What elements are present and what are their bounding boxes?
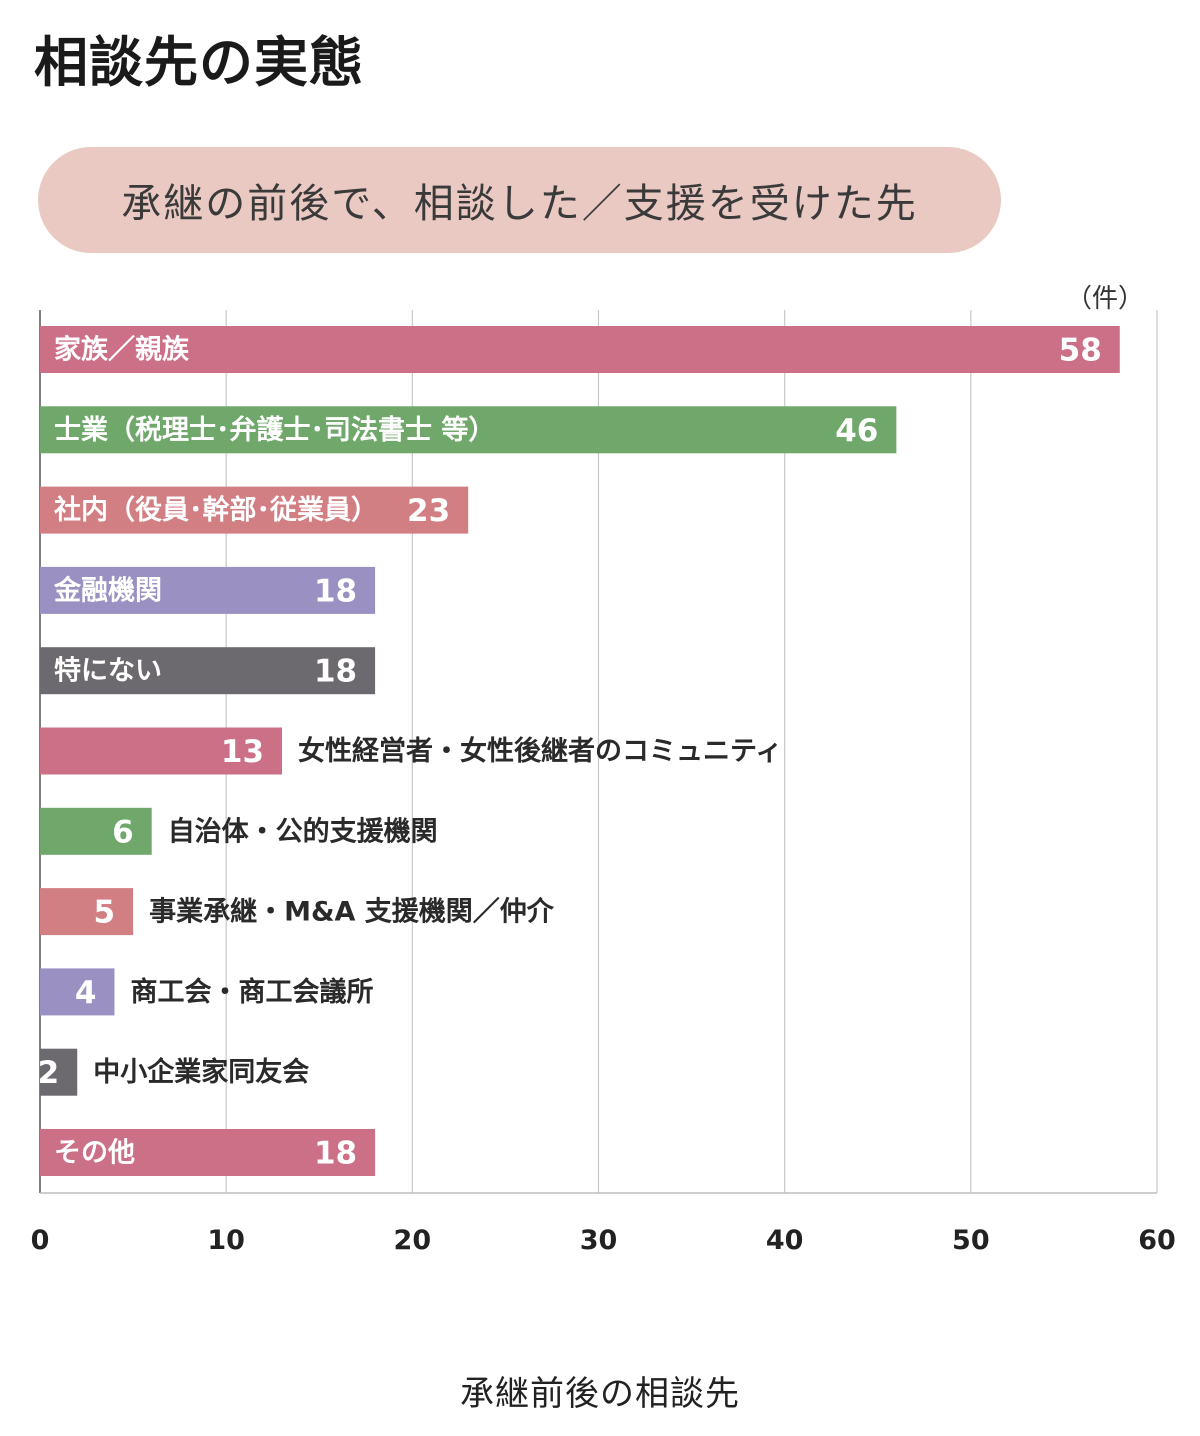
bar [40,968,115,1016]
bar-value-label: 18 [314,1136,357,1172]
bar-category-label: 中小企業家同友会 [93,1056,309,1088]
x-axis-title: 承継前後の相談先 [460,1374,740,1414]
x-axis: 0 10 20 30 40 50 60 [31,1225,1176,1256]
bar-category-label: 女性経営者・女性後継者のコミュニティ [298,735,782,767]
bar-value-label: 58 [1059,333,1102,369]
x-tick-label: 10 [207,1225,245,1256]
bar-category-label: 家族／親族 [54,334,190,366]
bar [40,326,1120,373]
bar [40,807,152,855]
bar [40,727,283,775]
bar-value-label: 6 [112,814,134,850]
bar-category-label: 士業（税理士･弁護士･司法書士 等） [54,414,495,446]
bar-value-label: 5 [94,895,116,931]
bar [40,647,376,695]
x-tick-label: 40 [766,1225,804,1256]
bar-category-label: 事業承継・M&A 支援機関／仲介 [149,896,555,928]
bar-category-label: 金融機関 [53,574,162,606]
bar-category-label: その他 [54,1138,135,1169]
bar [40,1048,78,1096]
bar-value-label: 46 [835,413,878,449]
subtitle-text: 承継の前後で、相談した／支援を受けた先 [121,181,918,227]
bar [40,566,376,614]
bar-category-label: 特にない [54,656,162,687]
subtitle-banner: 承継の前後で、相談した／支援を受けた先 [38,147,1001,253]
unit-label: （件） [1066,284,1145,314]
bar-value-label: 23 [407,493,450,529]
x-tick-label: 60 [1138,1225,1176,1256]
x-tick-label: 20 [394,1225,432,1256]
x-tick-label: 30 [580,1225,618,1256]
bar-category-label: 商工会・商工会議所 [130,977,373,1008]
bar [40,888,134,936]
bar-value-label: 18 [314,573,357,609]
bar-value-label: 13 [221,734,264,770]
page-title: 相談先の実態 [34,31,364,94]
x-tick-label: 50 [952,1225,990,1256]
bar-category-label: 社内（役員･幹部･従業員） [54,494,378,526]
x-tick-label: 0 [31,1225,50,1256]
bar-value-label: 4 [75,975,97,1011]
bar-value-label: 18 [314,654,357,690]
bar-category-label: 自治体・公的支援機関 [168,815,438,847]
bar [40,1129,376,1176]
bar [40,406,897,454]
bar [40,486,469,534]
bar-value-label: 2 [38,1055,60,1091]
